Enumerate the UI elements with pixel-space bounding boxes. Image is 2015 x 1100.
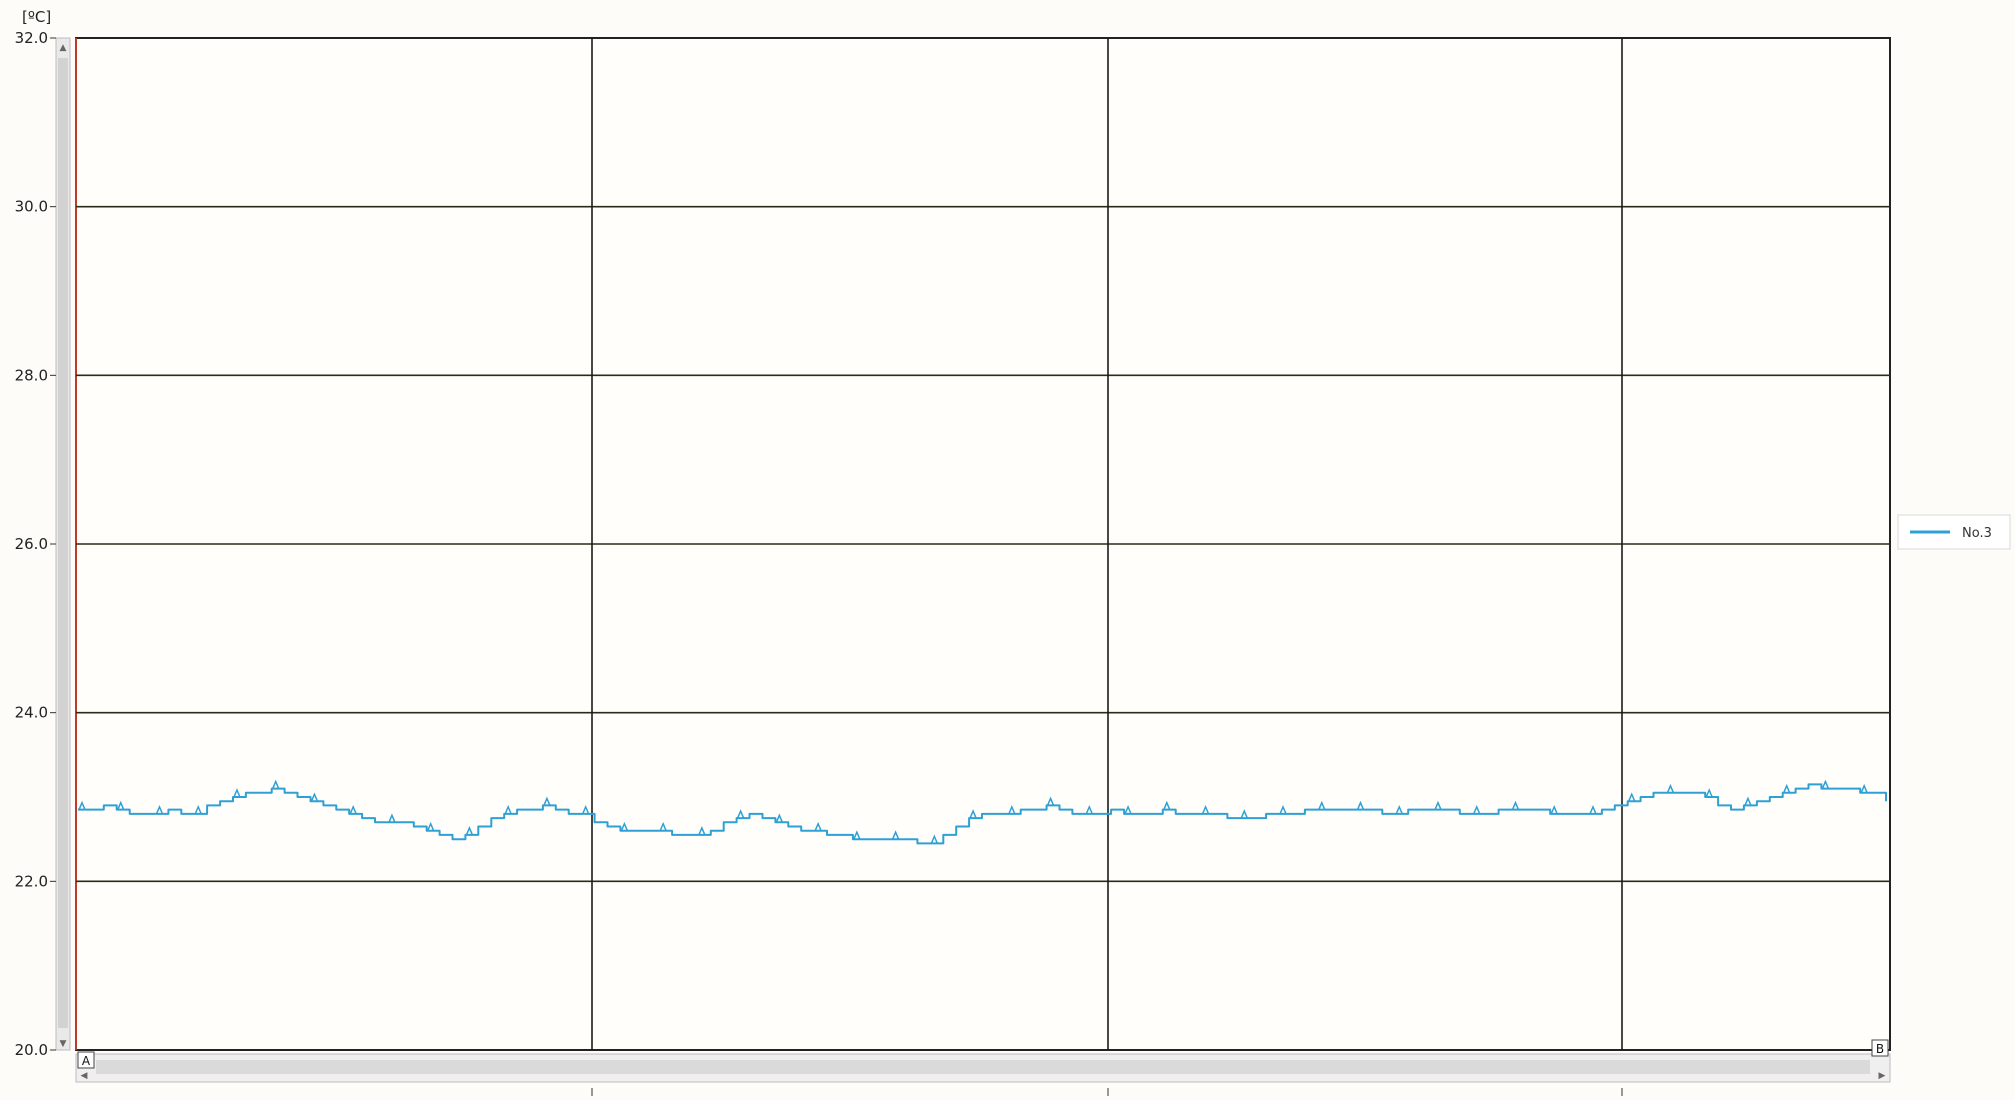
series-point xyxy=(272,779,280,789)
series-point xyxy=(1860,783,1868,794)
series-point xyxy=(1163,800,1171,810)
y-tick-label: 26.0 xyxy=(15,535,48,553)
series-point xyxy=(1434,800,1442,810)
series-point xyxy=(465,826,474,836)
series-point xyxy=(1085,804,1093,815)
series-point xyxy=(1473,804,1481,815)
marker-a-label: A xyxy=(82,1054,91,1068)
series-point xyxy=(853,830,861,840)
marker-a-box[interactable] xyxy=(77,1051,95,1069)
series-point xyxy=(1240,809,1248,819)
series-point xyxy=(233,788,241,798)
series-point xyxy=(1550,804,1558,815)
series-point xyxy=(426,821,435,832)
scroll-down-arrow-icon[interactable]: ▼ xyxy=(60,1039,67,1049)
series-point xyxy=(1744,796,1752,806)
series-point xyxy=(581,804,590,815)
series-point xyxy=(388,813,396,823)
series-point xyxy=(1356,800,1365,810)
series-point xyxy=(310,792,319,802)
y-axis-unit-label: [ºC] xyxy=(22,8,51,26)
scroll-left-arrow-icon[interactable]: ◀ xyxy=(81,1071,88,1081)
series-point xyxy=(1395,804,1403,815)
series-point xyxy=(117,800,125,810)
y-tick-label: 20.0 xyxy=(15,1041,48,1059)
series-point xyxy=(1666,783,1675,794)
y-tick-label: 22.0 xyxy=(15,872,48,890)
series-point xyxy=(891,830,900,840)
legend: No.3 xyxy=(1897,514,2011,550)
vertical-scrollbar[interactable] xyxy=(55,37,71,1051)
series-point xyxy=(1201,804,1210,815)
y-tick-label: 24.0 xyxy=(15,704,48,722)
series-point xyxy=(1628,792,1636,802)
series-point xyxy=(504,804,512,815)
series-point xyxy=(620,821,629,832)
legend-label-no3: No.3 xyxy=(1962,526,1992,541)
series-point xyxy=(349,804,357,815)
series-point xyxy=(736,809,745,819)
marker-b-box[interactable] xyxy=(1871,1039,1889,1057)
series-point xyxy=(1821,779,1830,789)
series-layer xyxy=(78,779,1887,845)
grid xyxy=(76,38,1890,1096)
y-tick-label: 28.0 xyxy=(15,366,48,384)
series-point xyxy=(194,804,202,815)
series-point xyxy=(1124,804,1132,815)
series-line-no3 xyxy=(78,783,1887,845)
series-point xyxy=(814,821,822,832)
y-axis: 32.0 30.0 28.0 26.0 24.0 22.0 20.0 xyxy=(15,29,56,1059)
series-point xyxy=(78,800,86,810)
marker-b-label: B xyxy=(1876,1042,1884,1056)
series-point xyxy=(1705,788,1713,798)
series-point xyxy=(543,796,551,806)
series-point xyxy=(1318,800,1326,810)
y-tick-label: 30.0 xyxy=(15,198,48,216)
y-tick-label: 32.0 xyxy=(15,29,48,47)
series-point xyxy=(698,826,706,836)
series-point xyxy=(659,821,667,832)
series-point xyxy=(930,834,939,844)
scroll-up-arrow-icon[interactable]: ▲ xyxy=(60,43,67,53)
horizontal-scrollbar[interactable] xyxy=(75,1053,1891,1083)
series-point xyxy=(1511,800,1520,810)
series-point xyxy=(969,809,977,819)
series-point xyxy=(1046,796,1055,806)
series-point xyxy=(155,804,164,815)
series-point xyxy=(1008,804,1016,815)
series-point xyxy=(1279,804,1287,815)
series-point xyxy=(1783,783,1791,794)
series-point xyxy=(775,813,784,823)
series-point xyxy=(1589,804,1597,815)
scroll-right-arrow-icon[interactable]: ▶ xyxy=(1879,1071,1886,1081)
